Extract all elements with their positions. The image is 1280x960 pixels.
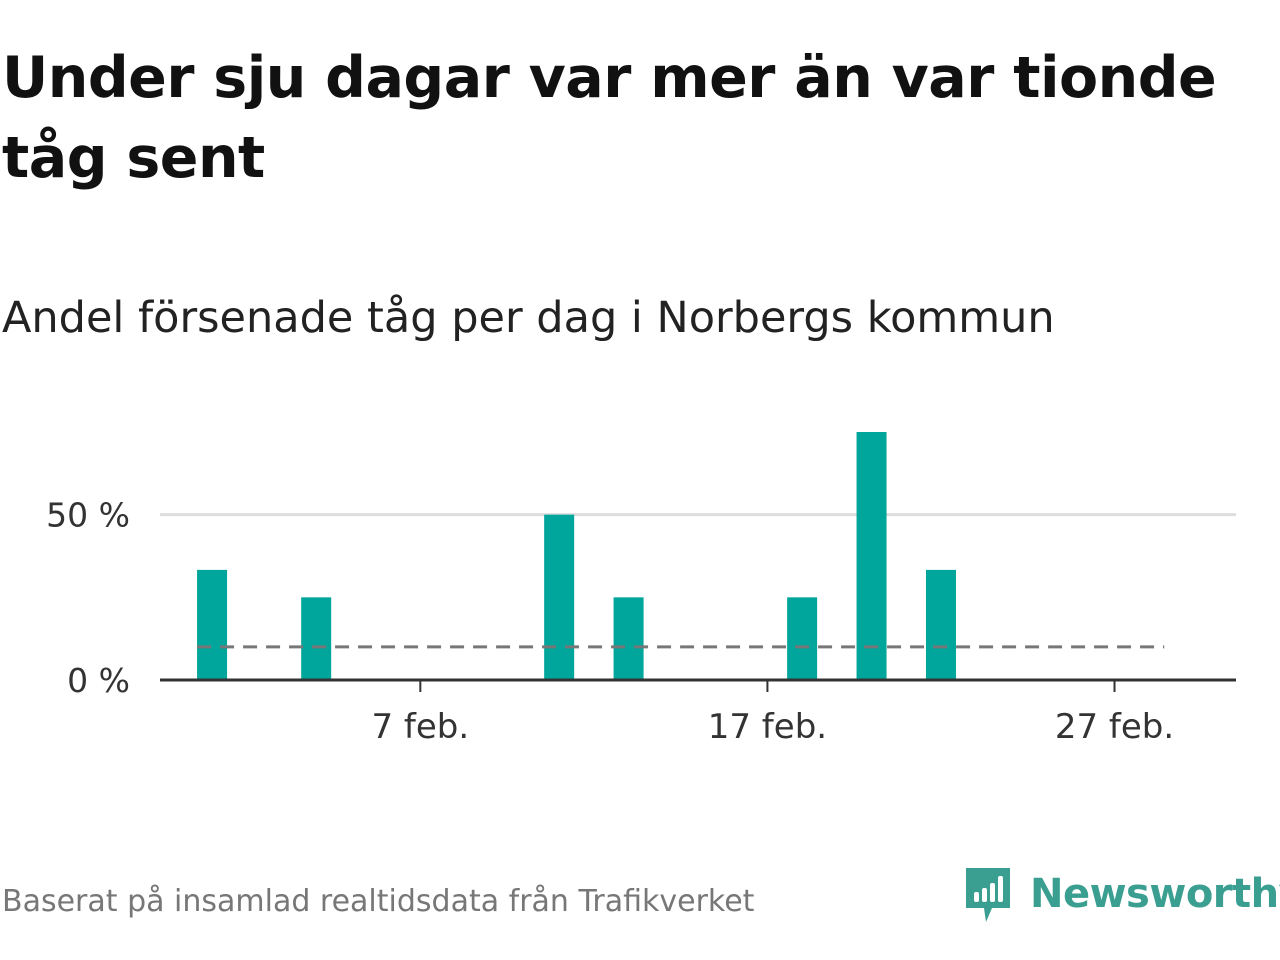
brand-logo[interactable]: Newsworthy (962, 862, 1280, 926)
bar-feb-1 (197, 569, 228, 680)
bar-feb-4 (301, 597, 332, 680)
x-axis-ticks: 7 feb. 17 feb. 27 feb. (371, 680, 1174, 747)
bar-feb-11 (544, 514, 575, 680)
chart-title: Under sju dagar var mer än var tionde tå… (2, 45, 1217, 191)
bars (197, 432, 956, 680)
bar-feb-18 (787, 597, 818, 680)
bar-feb-22 (925, 569, 956, 680)
source-note: Baserat på insamlad realtidsdata från Tr… (2, 884, 755, 919)
x-tick-label: 7 feb. (371, 707, 469, 747)
x-tick-label: 17 feb. (708, 707, 827, 747)
x-tick-label: 27 feb. (1055, 707, 1174, 747)
y-axis-labels: 0 % 50 % (46, 496, 130, 700)
chart-subtitle: Andel försenade tåg per dag i Norbergs k… (2, 293, 1055, 343)
y-tick-label: 50 % (46, 496, 130, 535)
bar-feb-20 (856, 432, 887, 680)
newsworthy-logo-icon (966, 868, 1010, 922)
brand-name: Newsworthy (1030, 871, 1280, 917)
bar-feb-13 (613, 597, 644, 680)
y-tick-label: 0 % (67, 661, 130, 700)
